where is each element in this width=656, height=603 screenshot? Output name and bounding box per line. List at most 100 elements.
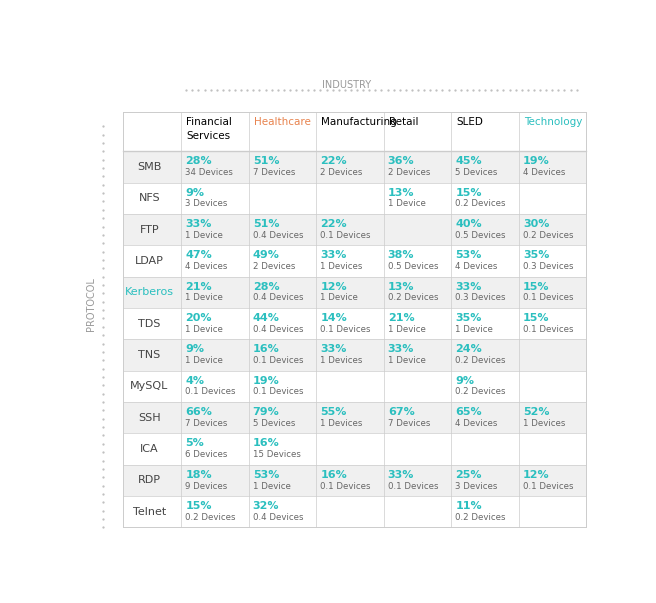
Text: 25%: 25% <box>455 470 482 480</box>
Text: 67%: 67% <box>388 407 415 417</box>
Text: 16%: 16% <box>253 438 279 449</box>
Text: 15%: 15% <box>455 188 482 198</box>
Text: 0.1 Devices: 0.1 Devices <box>253 356 303 365</box>
Text: 1 Device: 1 Device <box>320 294 358 303</box>
Text: 0.1 Devices: 0.1 Devices <box>523 294 573 303</box>
Text: 33%: 33% <box>185 219 212 229</box>
Bar <box>123 371 586 402</box>
Text: 33%: 33% <box>455 282 482 292</box>
Text: Telnet: Telnet <box>133 507 166 517</box>
Text: 51%: 51% <box>253 219 279 229</box>
Text: 11%: 11% <box>455 501 482 511</box>
Text: 0.2 Devices: 0.2 Devices <box>455 513 506 522</box>
Text: 0.4 Devices: 0.4 Devices <box>253 231 303 240</box>
Text: 7 Devices: 7 Devices <box>388 419 430 428</box>
Text: 0.2 Devices: 0.2 Devices <box>455 356 506 365</box>
Text: 5 Devices: 5 Devices <box>253 419 295 428</box>
Text: 15%: 15% <box>523 313 549 323</box>
Text: SLED: SLED <box>457 118 483 127</box>
Text: RDP: RDP <box>138 475 161 485</box>
Text: 1 Device: 1 Device <box>185 356 223 365</box>
Text: 0.1 Devices: 0.1 Devices <box>320 325 371 334</box>
Text: 1 Device: 1 Device <box>388 356 426 365</box>
Text: 2 Devices: 2 Devices <box>253 262 295 271</box>
Bar <box>123 402 586 434</box>
Text: 2 Devices: 2 Devices <box>320 168 363 177</box>
Text: 0.4 Devices: 0.4 Devices <box>253 513 303 522</box>
Text: Manufacturing: Manufacturing <box>321 118 397 127</box>
Text: TDS: TDS <box>138 318 161 329</box>
Text: Retail: Retail <box>389 118 419 127</box>
Text: 33%: 33% <box>320 250 346 260</box>
Text: 0.3 Devices: 0.3 Devices <box>455 294 506 303</box>
Text: 1 Devices: 1 Devices <box>320 262 363 271</box>
Text: 15%: 15% <box>523 282 549 292</box>
Text: 65%: 65% <box>455 407 482 417</box>
Text: 30%: 30% <box>523 219 549 229</box>
Text: 0.5 Devices: 0.5 Devices <box>455 231 506 240</box>
Text: 9%: 9% <box>185 344 204 355</box>
Text: 9 Devices: 9 Devices <box>185 482 228 490</box>
Text: 0.2 Devices: 0.2 Devices <box>388 294 438 303</box>
Text: 1 Device: 1 Device <box>388 200 426 209</box>
Bar <box>123 308 586 339</box>
Text: 13%: 13% <box>388 282 415 292</box>
Bar <box>123 277 586 308</box>
Text: 16%: 16% <box>253 344 279 355</box>
Text: 33%: 33% <box>320 344 346 355</box>
Text: 24%: 24% <box>455 344 482 355</box>
Text: 0.1 Devices: 0.1 Devices <box>185 388 236 397</box>
Text: 0.5 Devices: 0.5 Devices <box>388 262 438 271</box>
Text: 1 Device: 1 Device <box>185 325 223 334</box>
Text: 13%: 13% <box>388 188 415 198</box>
Text: 0.1 Devices: 0.1 Devices <box>253 388 303 397</box>
Text: 1 Device: 1 Device <box>388 325 426 334</box>
Text: 51%: 51% <box>253 156 279 166</box>
Text: 0.2 Devices: 0.2 Devices <box>455 200 506 209</box>
Text: 21%: 21% <box>388 313 415 323</box>
Text: 9%: 9% <box>455 376 474 386</box>
Text: 20%: 20% <box>185 313 212 323</box>
Text: 1 Device: 1 Device <box>455 325 493 334</box>
Text: 28%: 28% <box>185 156 212 166</box>
Text: SSH: SSH <box>138 412 161 423</box>
Text: 1 Device: 1 Device <box>185 231 223 240</box>
Text: 6 Devices: 6 Devices <box>185 450 228 459</box>
Text: 53%: 53% <box>253 470 279 480</box>
Text: INDUSTRY: INDUSTRY <box>322 80 371 90</box>
Text: 0.2 Devices: 0.2 Devices <box>523 231 573 240</box>
Text: 15%: 15% <box>185 501 212 511</box>
Text: 36%: 36% <box>388 156 415 166</box>
Text: 0.1 Devices: 0.1 Devices <box>320 231 371 240</box>
Text: 5 Devices: 5 Devices <box>455 168 498 177</box>
Text: 4 Devices: 4 Devices <box>455 419 498 428</box>
Text: 0.1 Devices: 0.1 Devices <box>523 325 573 334</box>
Text: 1 Devices: 1 Devices <box>320 419 363 428</box>
Bar <box>123 339 586 371</box>
Text: 5%: 5% <box>185 438 204 449</box>
Text: 35%: 35% <box>455 313 482 323</box>
Text: Healthcare: Healthcare <box>254 118 311 127</box>
Text: 55%: 55% <box>320 407 346 417</box>
Text: 0.1 Devices: 0.1 Devices <box>388 482 438 490</box>
Bar <box>123 151 586 183</box>
Text: MySQL: MySQL <box>130 381 169 391</box>
Text: 7 Devices: 7 Devices <box>185 419 228 428</box>
Text: 0.1 Devices: 0.1 Devices <box>523 482 573 490</box>
Bar <box>123 434 586 465</box>
Text: 38%: 38% <box>388 250 415 260</box>
Text: NFS: NFS <box>138 194 160 203</box>
Text: 52%: 52% <box>523 407 549 417</box>
Text: Kerberos: Kerberos <box>125 287 174 297</box>
Text: 12%: 12% <box>523 470 550 480</box>
Text: 22%: 22% <box>320 219 347 229</box>
Text: Financial
Services: Financial Services <box>186 118 232 140</box>
Bar <box>123 496 586 528</box>
Text: 14%: 14% <box>320 313 347 323</box>
Text: 15 Devices: 15 Devices <box>253 450 300 459</box>
Text: Technology: Technology <box>524 118 583 127</box>
Text: 0.4 Devices: 0.4 Devices <box>253 325 303 334</box>
Text: 19%: 19% <box>253 376 279 386</box>
Text: 44%: 44% <box>253 313 279 323</box>
Text: 47%: 47% <box>185 250 212 260</box>
